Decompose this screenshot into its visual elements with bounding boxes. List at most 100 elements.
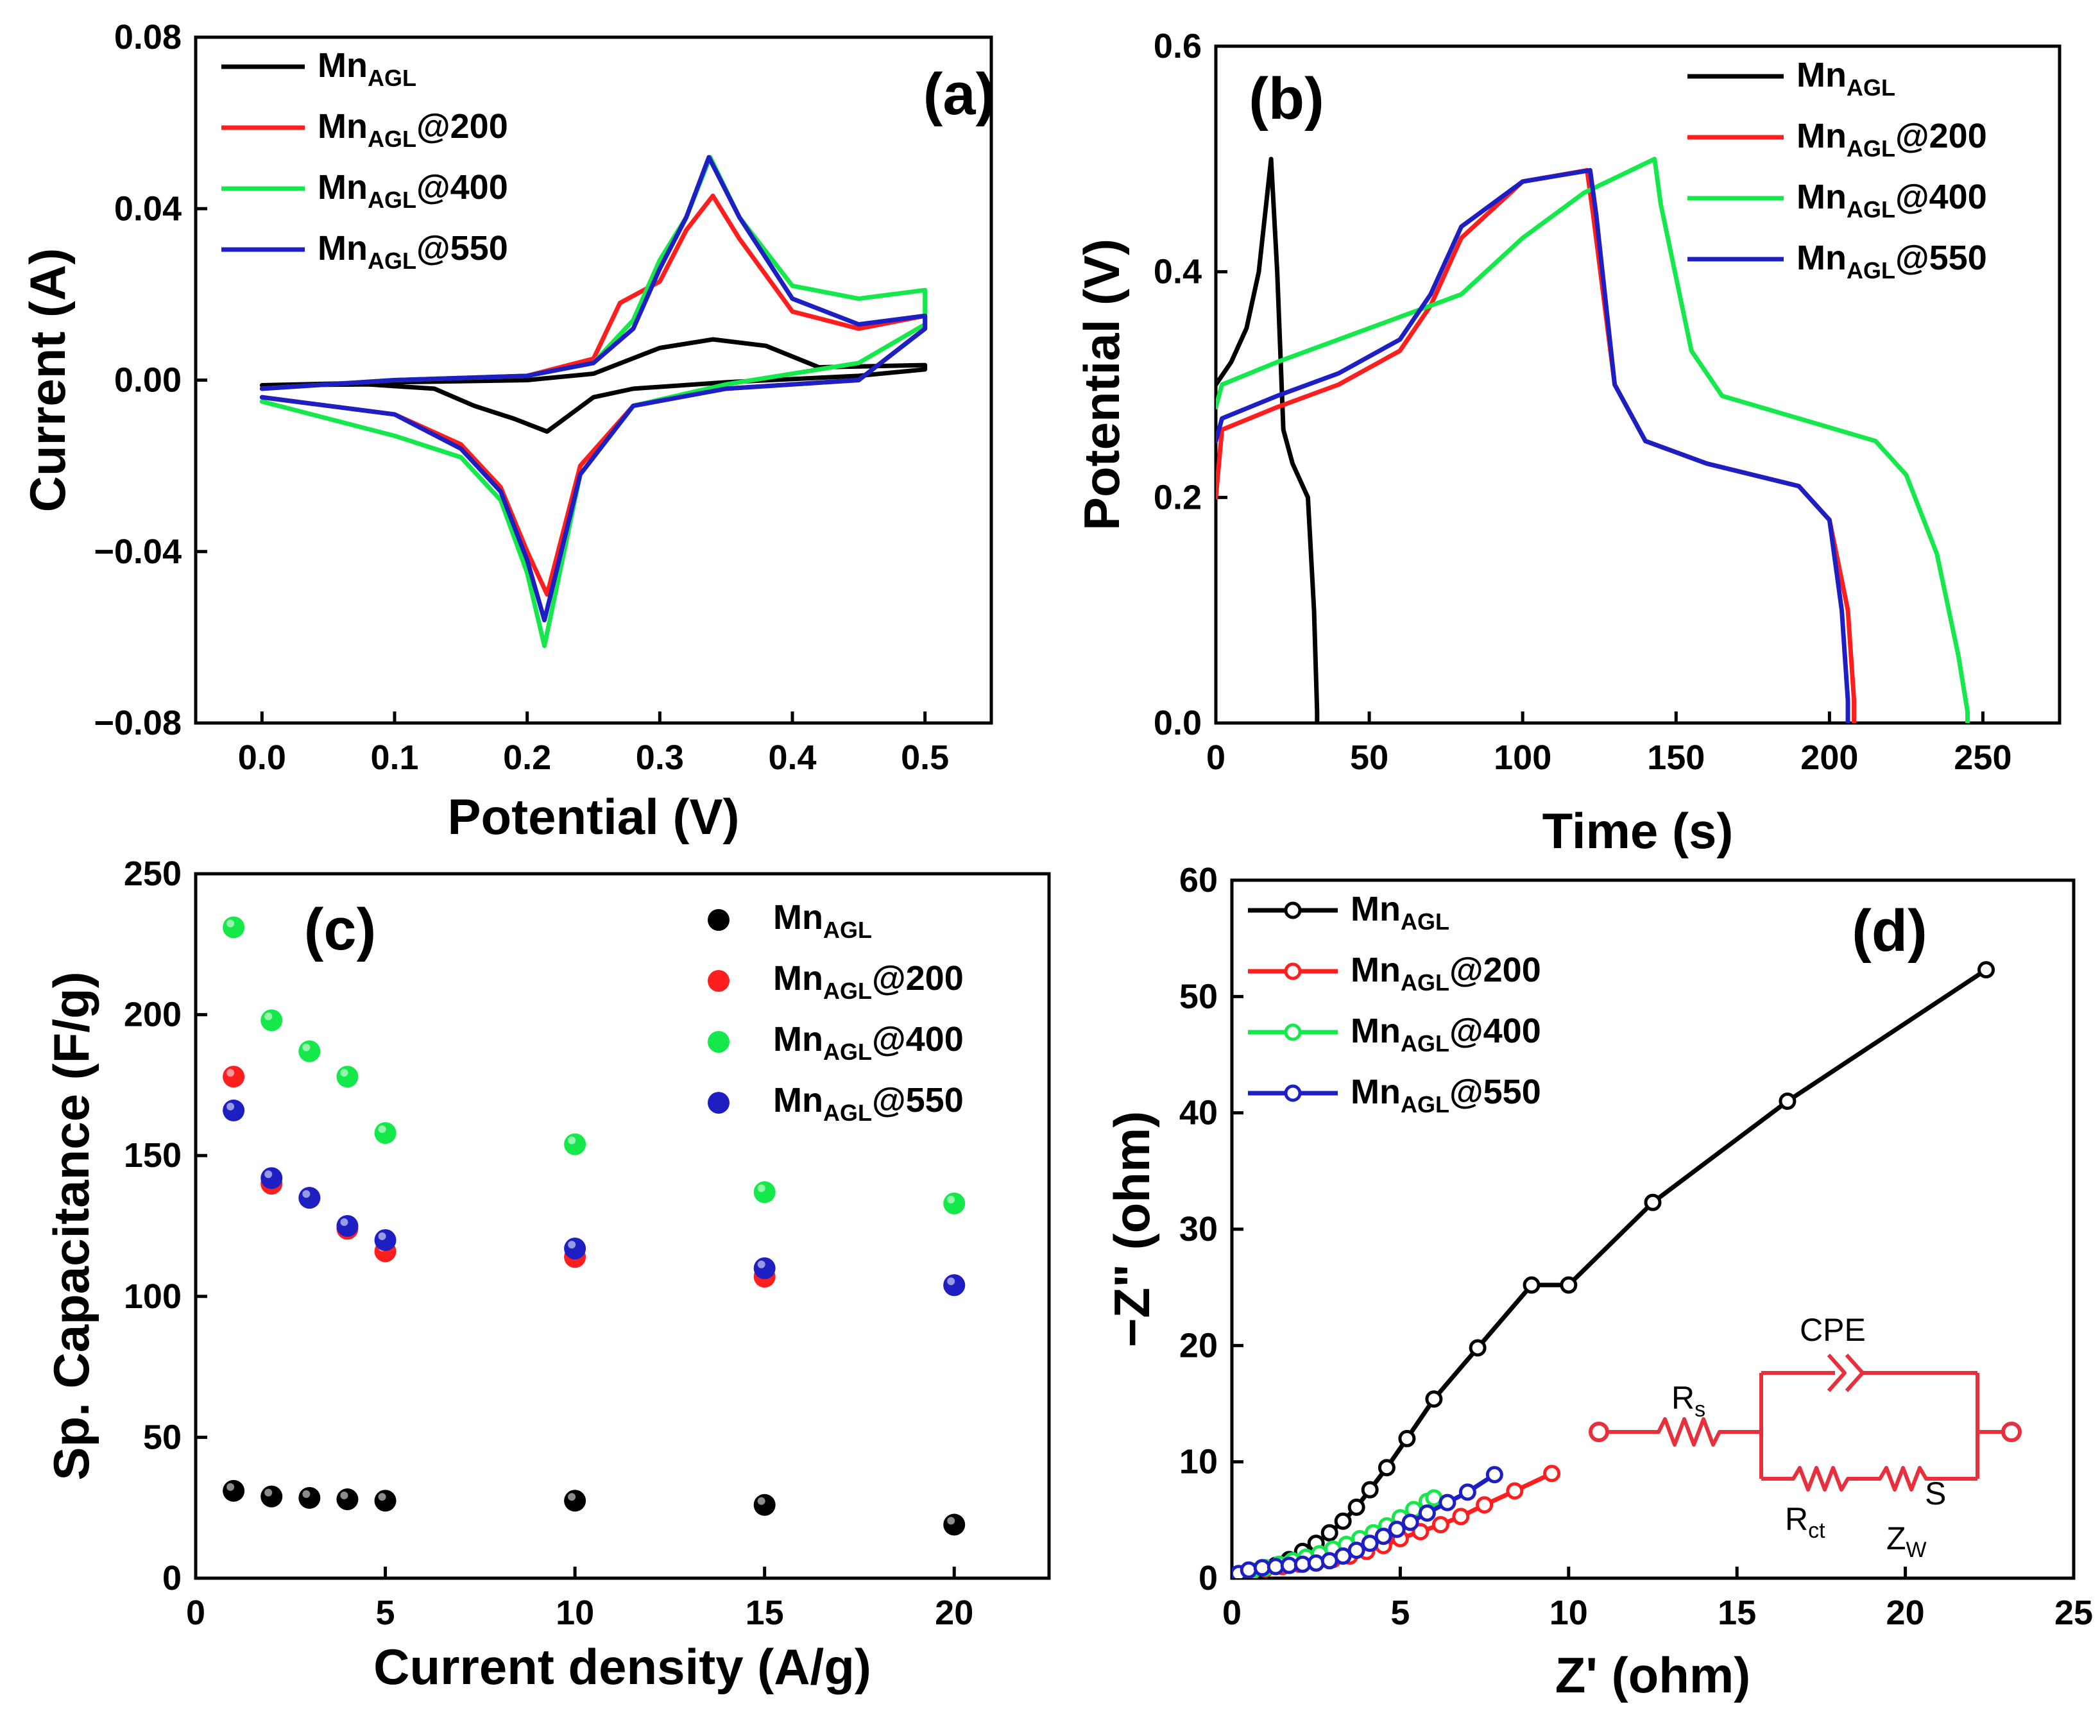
legend-entry: MnAGL@550 — [318, 229, 508, 274]
circuit-label-rct: Rct — [1785, 1501, 1825, 1543]
data-point-black — [223, 1479, 245, 1502]
data-point-blue — [1418, 1504, 1436, 1522]
data-point-highlight — [340, 1492, 348, 1500]
data-point-red — [1412, 1522, 1430, 1540]
legend-entry-suffix: @200 — [416, 107, 508, 146]
legend-entry-suffix: @550 — [1449, 1073, 1541, 1111]
legend-entry-base: Mn — [773, 1020, 823, 1059]
legend-entry-base: Mn — [773, 959, 823, 998]
data-point-highlight — [378, 1232, 386, 1240]
data-point-blue — [1307, 1554, 1325, 1572]
data-point-black — [1378, 1459, 1396, 1477]
y-tick-label: 0 — [162, 1559, 182, 1597]
legend-entry-sub: AGL — [1847, 135, 1895, 162]
data-point-highlight — [302, 1043, 311, 1051]
y-tick-label: 60 — [1179, 861, 1218, 899]
panel-label: (c) — [304, 897, 376, 962]
circuit-label-cpe: CPE — [1800, 1312, 1866, 1348]
resistor-rs — [1607, 1417, 1761, 1447]
x-tick-label: 100 — [1494, 738, 1551, 777]
y-axis-label: Sp. Capacitance (F/g) — [43, 971, 99, 1480]
legend-entry-base: Mn — [773, 1081, 823, 1119]
x-tick-label: 5 — [1390, 1594, 1410, 1632]
data-point-blue — [1485, 1466, 1503, 1484]
legend-entry-base: Mn — [1797, 178, 1847, 216]
legend-marker-black — [708, 909, 730, 931]
data-point-black — [564, 1490, 586, 1512]
data-point-black — [943, 1513, 966, 1536]
legend-entry-suffix: @400 — [872, 1020, 964, 1059]
resistor-rct-zw — [1761, 1466, 1977, 1492]
data-point-black — [1523, 1276, 1541, 1294]
x-tick-label: 10 — [1549, 1594, 1588, 1632]
legend-entry-suffix: @400 — [1449, 1012, 1541, 1050]
legend-marker-black — [1284, 901, 1302, 919]
data-point-black — [1347, 1498, 1365, 1516]
circuit-label-zw-base: Z — [1886, 1520, 1906, 1556]
series-line-blue — [259, 155, 928, 623]
legend-entry-sub: AGL — [368, 248, 416, 274]
x-tick-label: 150 — [1647, 738, 1705, 777]
y-tick-label: −0.04 — [94, 532, 182, 571]
data-point-highlight — [264, 1488, 273, 1497]
data-point-blue — [1347, 1541, 1365, 1559]
x-tick-label: 15 — [1718, 1594, 1756, 1632]
legend-entry: MnAGL@550 — [1797, 239, 1987, 284]
x-tick-label: 20 — [935, 1594, 973, 1632]
data-point-highlight — [226, 1102, 235, 1111]
x-tick-label: 5 — [376, 1594, 395, 1632]
data-point-green — [298, 1040, 321, 1062]
data-point-highlight — [757, 1260, 765, 1268]
data-point-green — [753, 1181, 776, 1204]
data-point-highlight — [947, 1195, 955, 1204]
x-tick-label: 15 — [746, 1594, 784, 1632]
data-layer — [1216, 157, 1970, 723]
data-point-blue — [260, 1167, 283, 1189]
legend-entry-base: Mn — [1797, 239, 1847, 277]
x-axis-label: Z' (ohm) — [1555, 1647, 1750, 1703]
series-line-black — [259, 337, 928, 434]
panel-label: (b) — [1249, 66, 1324, 132]
x-tick-label: 0.0 — [238, 738, 286, 777]
data-point-red — [1476, 1496, 1494, 1514]
legend-entry-sub: AGL — [823, 1100, 872, 1126]
legend-entry-suffix: @200 — [1449, 951, 1541, 989]
data-point-green — [223, 916, 245, 939]
data-point-black — [1469, 1339, 1487, 1357]
x-tick-label: 0 — [1222, 1594, 1242, 1632]
legend-entry-suffix: @400 — [416, 168, 508, 207]
x-tick-label: 50 — [1350, 738, 1388, 777]
legend-entry-base: Mn — [1351, 1073, 1401, 1111]
legend-entry: MnAGL@400 — [773, 1020, 964, 1065]
legend-entry: MnAGL — [318, 46, 416, 91]
circuit-label-rs: Rs — [1671, 1380, 1705, 1422]
data-point-blue — [943, 1274, 966, 1297]
x-tick-label: 20 — [1886, 1594, 1925, 1632]
data-point-black — [374, 1490, 397, 1512]
y-tick-label: 0.0 — [1154, 704, 1202, 742]
data-point-black — [336, 1488, 359, 1511]
legend-entry-sub: AGL — [1401, 969, 1449, 996]
x-tick-label: 200 — [1800, 738, 1858, 777]
legend-entry: MnAGL@200 — [773, 959, 964, 1004]
data-point-highlight — [340, 1218, 348, 1226]
x-tick-label: 0.2 — [503, 738, 551, 777]
legend-entry: MnAGL@550 — [773, 1081, 964, 1126]
series-line-black — [1216, 157, 1320, 723]
panel-label: (a) — [923, 62, 995, 127]
y-tick-label: 150 — [124, 1136, 182, 1175]
data-point-red — [1506, 1482, 1524, 1500]
data-point-green — [943, 1192, 966, 1214]
x-tick-label: 250 — [1954, 738, 2011, 777]
data-point-red — [223, 1066, 245, 1088]
legend-entry-base: Mn — [773, 898, 823, 937]
data-point-highlight — [568, 1136, 576, 1145]
data-point-blue — [1438, 1493, 1456, 1511]
data-point-black — [1398, 1429, 1416, 1447]
legend-entry: MnAGL@200 — [318, 107, 508, 152]
y-tick-label: 0.4 — [1154, 253, 1202, 291]
